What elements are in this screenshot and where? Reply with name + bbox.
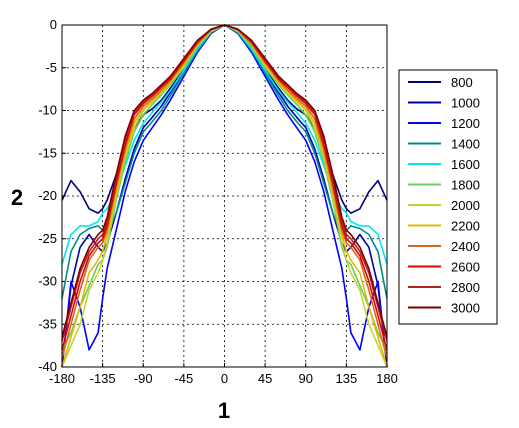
legend-label: 1000 <box>451 96 480 111</box>
legend-label: 2600 <box>451 260 480 275</box>
legend-label: 2000 <box>451 198 480 213</box>
legend-label: 3000 <box>451 301 480 316</box>
x-tick-label: -90 <box>134 371 153 386</box>
x-tick-label: -45 <box>174 371 193 386</box>
legend-label: 1200 <box>451 116 480 131</box>
x-tick-label: 180 <box>376 371 398 386</box>
x-tick-label: 45 <box>258 371 272 386</box>
x-tick-label: 90 <box>299 371 313 386</box>
legend: 800 1000 1200 1400 1600 1800 2000 2200 2400 2600 2… <box>398 69 498 325</box>
y-tick-label: -20 <box>38 188 57 203</box>
legend-label: 1800 <box>451 178 480 193</box>
legend-label: 2800 <box>451 280 480 295</box>
legend-label: 2200 <box>451 219 480 234</box>
legend-label: 1600 <box>451 157 480 172</box>
legend-label: 1400 <box>451 137 480 152</box>
x-tick-label: 135 <box>336 371 358 386</box>
y-axis-label: 2 <box>11 185 23 210</box>
y-tick-label: 0 <box>50 17 57 32</box>
y-tick-label: -35 <box>38 316 57 331</box>
y-ticks: 0 -5 -10 -15 -20 -25 -30 -35 -40 <box>38 17 66 374</box>
x-axis-label: 1 <box>218 398 230 423</box>
y-tick-label: -30 <box>38 274 57 289</box>
legend-box <box>398 69 498 325</box>
y-tick-label: -25 <box>38 231 57 246</box>
x-ticks: -180 -135 -90 -45 0 45 90 135 180 <box>49 363 398 386</box>
y-tick-label: -10 <box>38 103 57 118</box>
x-tick-label: -135 <box>90 371 116 386</box>
x-tick-label: -180 <box>49 371 75 386</box>
y-tick-label: -15 <box>38 145 57 160</box>
y-tick-label: -40 <box>38 359 57 374</box>
y-tick-label: -5 <box>45 60 57 75</box>
legend-label: 2400 <box>451 239 480 254</box>
x-tick-label: 0 <box>221 371 228 386</box>
plot-frame <box>61 24 388 368</box>
legend-label: 800 <box>451 75 473 90</box>
